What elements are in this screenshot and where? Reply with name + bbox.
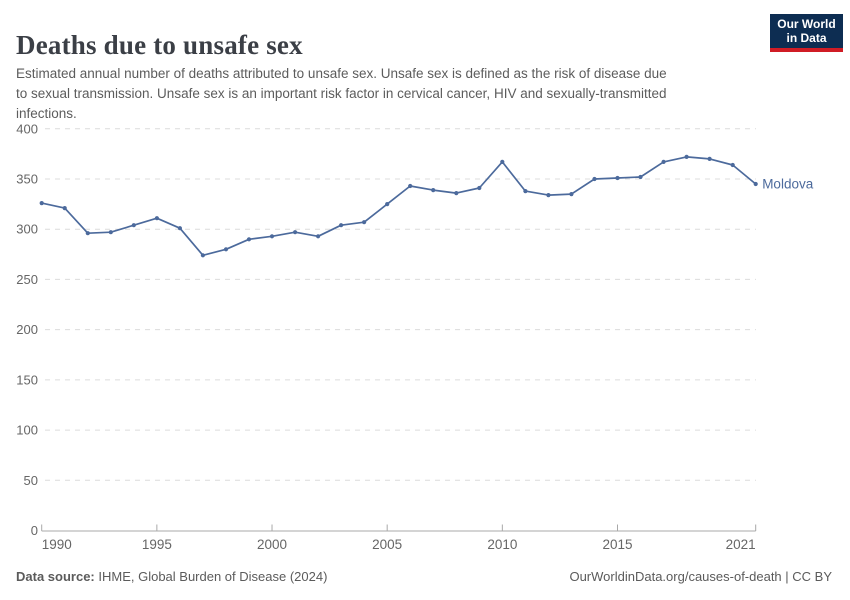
data-source-value: IHME, Global Burden of Disease (2024): [94, 569, 328, 584]
data-point-2001[interactable]: [293, 230, 298, 235]
data-point-1990[interactable]: [39, 201, 44, 206]
data-point-2004[interactable]: [362, 220, 367, 225]
data-point-2017[interactable]: [661, 159, 666, 164]
chart-subtitle: Estimated annual number of deaths attrib…: [16, 65, 667, 121]
owid-logo-line2: in Data: [786, 30, 827, 45]
x-tick-label-2005: 2005: [372, 537, 402, 552]
x-tick-label-1995: 1995: [142, 537, 172, 552]
y-tick-label-350: 350: [16, 172, 38, 187]
y-tick-label-150: 150: [16, 372, 38, 387]
data-source-note: Data source: IHME, Global Burden of Dise…: [16, 569, 327, 584]
data-point-2020[interactable]: [730, 162, 735, 168]
x-tick-label-2010: 2010: [487, 537, 517, 552]
data-point-1995[interactable]: [154, 216, 159, 221]
y-tick-label-400: 400: [16, 121, 38, 136]
data-point-2015[interactable]: [615, 175, 620, 181]
series-line-moldova[interactable]: [40, 156, 757, 257]
y-tick-label-0: 0: [31, 523, 38, 538]
y-tick-label-200: 200: [16, 322, 38, 337]
data-point-2007[interactable]: [431, 188, 436, 193]
data-point-2016[interactable]: [638, 174, 643, 180]
data-point-1993[interactable]: [108, 230, 113, 235]
data-source-label: Data source:: [16, 569, 95, 584]
x-tick-label-2015: 2015: [602, 537, 632, 552]
data-point-2010[interactable]: [500, 159, 505, 164]
data-point-2013[interactable]: [569, 192, 574, 197]
data-point-2011[interactable]: [523, 189, 528, 194]
y-tick-label-100: 100: [16, 423, 38, 438]
data-point-2019[interactable]: [707, 156, 712, 161]
line-chart-canvas[interactable]: 0 50 100 150 200 250 300 350 400 1990 1995 2000 2005…: [0, 110, 850, 572]
x-tick-label-2021: 2021: [726, 537, 756, 552]
page-title: Deaths due to unsafe sex: [16, 30, 303, 61]
owid-logo-line1: Our World: [777, 17, 836, 31]
data-point-2009[interactable]: [477, 185, 482, 191]
data-point-1994[interactable]: [131, 223, 136, 228]
data-point-1997[interactable]: [200, 253, 205, 258]
data-point-1991[interactable]: [62, 206, 67, 211]
series-end-label[interactable]: Moldova: [762, 177, 814, 192]
data-point-2002[interactable]: [316, 234, 321, 239]
y-tick-label-50: 50: [24, 473, 38, 488]
x-tick-label-1990: 1990: [42, 537, 72, 552]
data-point-1999[interactable]: [246, 237, 252, 242]
data-point-2008[interactable]: [454, 191, 459, 196]
data-point-2012[interactable]: [546, 193, 551, 198]
x-tick-label-2000: 2000: [257, 537, 287, 552]
data-point-1998[interactable]: [223, 247, 229, 252]
data-point-2018[interactable]: [684, 154, 689, 159]
data-point-2006[interactable]: [408, 183, 413, 189]
data-point-2003[interactable]: [339, 223, 344, 228]
owid-logo[interactable]: Our World in Data: [770, 14, 843, 52]
data-point-1996[interactable]: [177, 226, 182, 231]
data-point-2021[interactable]: [753, 181, 758, 187]
y-tick-label-300: 300: [16, 222, 38, 237]
data-point-2000[interactable]: [269, 234, 275, 239]
y-tick-label-250: 250: [16, 272, 38, 287]
data-point-2005[interactable]: [385, 202, 390, 207]
data-point-1992[interactable]: [85, 231, 90, 236]
attribution-note: OurWorldinData.org/causes-of-death | CC …: [569, 569, 832, 584]
data-point-2014[interactable]: [592, 176, 597, 182]
